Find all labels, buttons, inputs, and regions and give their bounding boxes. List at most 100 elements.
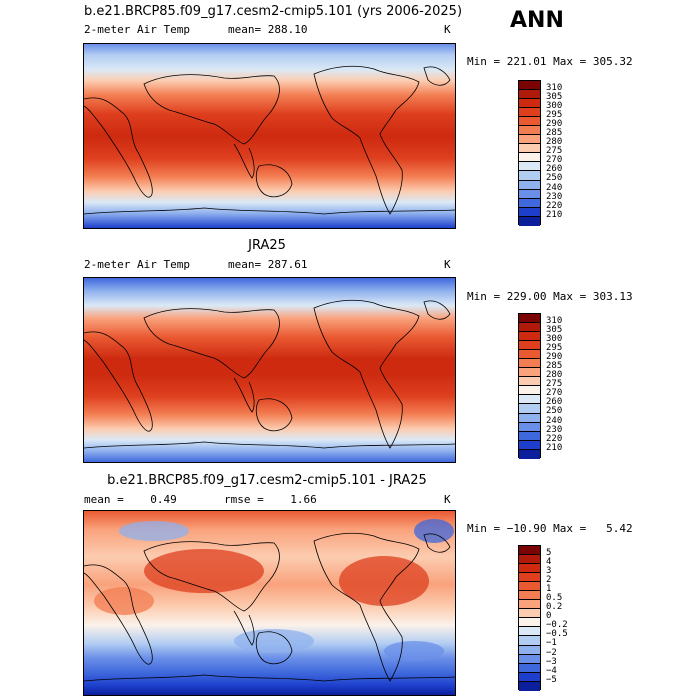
panel-1-colorbar-tick: 290 [546, 119, 563, 130]
panel-3-colorbar-ticks: 5 4 3 2 1 0.5 0.2 0 −0.2 −0.5 −1 −2 −3 −… [546, 548, 568, 685]
panel-2-colorbar-tick: 275 [546, 379, 563, 390]
panel-2-colorbar-tick: 295 [546, 343, 563, 354]
panel-1-colorbar-ticks: 310 305 300 295 290 285 280 275 270 260 … [546, 83, 563, 220]
panel-3-map [83, 510, 456, 696]
panel-1-colorbar-swatch-5 [519, 126, 540, 136]
panel-2-colorbar-tick: 220 [546, 433, 563, 444]
panel-1-mean-label: mean= 288.10 [228, 23, 308, 36]
panel-2-colorbar-tick: 310 [546, 316, 563, 326]
panel-2-colorbar-swatch-8 [519, 386, 540, 396]
panel-3-colorbar [518, 545, 541, 691]
panel-3-colorbar-tick: 5 [546, 548, 552, 558]
panel-3-colorbar-tick: 3 [546, 566, 552, 577]
panel-3-mean-label: mean = 0.49 [84, 493, 177, 506]
panel-2-colorbar-swatch-0 [519, 314, 540, 324]
panel-1-colorbar-tick: 270 [546, 155, 563, 166]
panel-2-colorbar-swatch-7 [519, 377, 540, 387]
panel-1-variable-label: 2-meter Air Temp [84, 23, 190, 36]
panel-1-colorbar [518, 80, 541, 226]
panel-3-colorbar-swatch-0 [519, 546, 540, 556]
panel-1-colorbar-swatch-13 [519, 198, 540, 208]
panel-2-colorbar-swatch-4 [519, 350, 540, 360]
panel-1-colorbar-swatch-12 [519, 189, 540, 199]
panel-3-colorbar-swatch-4 [519, 582, 540, 592]
panel-1-colorbar-tick: 230 [546, 191, 563, 202]
panel-3-colorbar-tick: 1 [546, 584, 552, 595]
panel-1-units-label: K [444, 23, 451, 36]
panel-3-colorbar-swatch-3 [519, 573, 540, 583]
panel-2-units-label: K [444, 258, 451, 271]
panel-2-variable-label: 2-meter Air Temp [84, 258, 190, 271]
panel-1-colorbar-tick: 210 [546, 209, 563, 220]
panel-2-colorbar-tick: 250 [546, 406, 563, 417]
panel-3-colorbar-tick: 0 [546, 611, 552, 622]
panel-2-colorbar-swatch-12 [519, 422, 540, 432]
panel-2-colorbar-swatch-15 [519, 449, 540, 459]
panel-1-colorbar-tick: 305 [546, 92, 563, 103]
panel-2-colorbar-tick: 210 [546, 442, 563, 453]
panel-3-colorbar-swatch-13 [519, 663, 540, 673]
panel-2-colorbar-swatch-13 [519, 431, 540, 441]
panel-1-colorbar-tick: 310 [546, 83, 563, 93]
panel-1-colorbar-tick: 250 [546, 173, 563, 184]
panel-2-colorbar-swatch-9 [519, 395, 540, 405]
panel-3-colorbar-tick: 0.5 [546, 593, 563, 604]
panel-2-colorbar-swatch-1 [519, 323, 540, 333]
panel-1-colorbar-tick: 240 [546, 182, 563, 193]
panel-1-colorbar-swatch-15 [519, 216, 540, 226]
panel-2-colorbar-tick: 280 [546, 370, 563, 381]
panel-3-title: b.e21.BRCP85.f09_g17.cesm2-cmip5.101 - J… [107, 473, 427, 488]
panel-2-colorbar-swatch-14 [519, 440, 540, 450]
panel-1-colorbar-tick: 280 [546, 137, 563, 148]
panel-3-colorbar-tick: −4 [546, 665, 557, 676]
panel-1-colorbar-swatch-9 [519, 162, 540, 172]
panel-3-colorbar-swatch-12 [519, 654, 540, 664]
panel-2-colorbar-swatch-6 [519, 368, 540, 378]
panel-1-colorbar-swatch-8 [519, 153, 540, 163]
panel-2-colorbar [518, 313, 541, 459]
panel-2-colorbar-tick: 305 [546, 325, 563, 336]
panel-3-rmse-label: rmse = 1.66 [224, 493, 317, 506]
panel-2-colorbar-tick: 260 [546, 397, 563, 408]
panel-2-colorbar-swatch-2 [519, 332, 540, 342]
panel-3-colorbar-tick: −0.2 [546, 620, 568, 631]
panel-2-colorbar-swatch-10 [519, 404, 540, 414]
panel-1-colorbar-swatch-11 [519, 180, 540, 190]
panel-3-map-field [84, 511, 455, 695]
panel-1-colorbar-swatch-2 [519, 99, 540, 109]
panel-3-colorbar-tick: 0.2 [546, 602, 563, 613]
panel-1-colorbar-swatch-10 [519, 171, 540, 181]
panel-2-mean-label: mean= 287.61 [228, 258, 308, 271]
panel-3-colorbar-swatch-5 [519, 591, 540, 601]
panel-1-colorbar-tick: 220 [546, 200, 563, 211]
panel-1-colorbar-tick: 275 [546, 146, 563, 157]
panel-2-colorbar-tick: 290 [546, 352, 563, 363]
panel-2-minmax: Min = 229.00 Max = 303.13 [467, 290, 633, 303]
panel-1-map-field [84, 44, 455, 228]
panel-1-map [83, 43, 456, 229]
panel-2-colorbar-swatch-5 [519, 359, 540, 369]
panel-3-colorbar-tick: 2 [546, 575, 552, 586]
panel-1-colorbar-tick: 300 [546, 101, 563, 112]
panel-1-colorbar-tick: 260 [546, 164, 563, 175]
panel-2-colorbar-swatch-3 [519, 341, 540, 351]
panel-1-colorbar-swatch-1 [519, 90, 540, 100]
panel-3-colorbar-swatch-10 [519, 636, 540, 646]
panel-1-colorbar-swatch-0 [519, 81, 540, 91]
panel-3-colorbar-swatch-7 [519, 609, 540, 619]
panel-2-colorbar-tick: 285 [546, 361, 563, 372]
panel-3-colorbar-swatch-2 [519, 564, 540, 574]
panel-3-colorbar-swatch-9 [519, 627, 540, 637]
panel-3-colorbar-tick: −3 [546, 656, 557, 667]
panel-3-colorbar-swatch-6 [519, 600, 540, 610]
panel-1-colorbar-tick: 285 [546, 128, 563, 139]
panel-3-colorbar-tick: 4 [546, 557, 552, 568]
panel-1-colorbar-tick: 295 [546, 110, 563, 121]
panel-2-colorbar-tick: 270 [546, 388, 563, 399]
panel-1-minmax: Min = 221.01 Max = 305.32 [467, 55, 633, 68]
panel-3-colorbar-swatch-15 [519, 681, 540, 691]
season-label: ANN [510, 8, 564, 33]
panel-3-colorbar-swatch-8 [519, 618, 540, 628]
panel-1-colorbar-swatch-4 [519, 117, 540, 127]
panel-2-colorbar-swatch-11 [519, 413, 540, 423]
